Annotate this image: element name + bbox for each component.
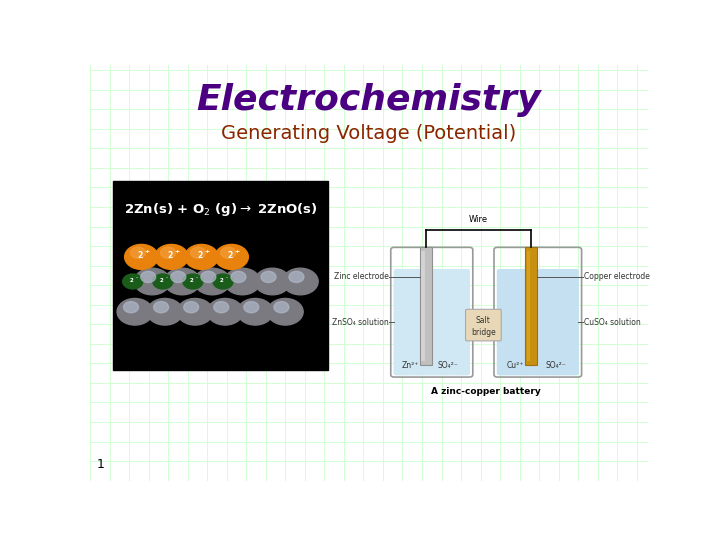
Circle shape: [185, 245, 218, 269]
Text: A zinc-copper battery: A zinc-copper battery: [431, 387, 541, 396]
Text: SO₄²⁻: SO₄²⁻: [545, 361, 566, 370]
Text: 2: 2: [137, 251, 143, 260]
Circle shape: [274, 302, 289, 313]
Bar: [527, 251, 530, 361]
Text: +: +: [144, 249, 150, 254]
Circle shape: [261, 271, 276, 282]
Circle shape: [255, 268, 290, 295]
Text: -: -: [226, 275, 228, 281]
Circle shape: [161, 247, 176, 258]
Bar: [525, 247, 537, 366]
Circle shape: [267, 299, 303, 325]
Text: Zn²⁺: Zn²⁺: [402, 361, 419, 370]
Circle shape: [125, 245, 158, 269]
Circle shape: [155, 245, 188, 269]
Circle shape: [171, 271, 186, 282]
Text: CuSO₄ solution: CuSO₄ solution: [584, 318, 641, 327]
Circle shape: [130, 247, 145, 258]
Text: 2: 2: [160, 278, 163, 283]
Text: -: -: [196, 275, 198, 281]
Circle shape: [140, 271, 156, 282]
Text: 2: 2: [167, 251, 172, 260]
FancyBboxPatch shape: [497, 269, 579, 375]
Bar: [421, 251, 425, 361]
Circle shape: [238, 299, 273, 325]
Circle shape: [289, 271, 304, 282]
Text: Zinc electrode: Zinc electrode: [333, 272, 389, 281]
Circle shape: [231, 271, 246, 282]
Circle shape: [124, 302, 138, 313]
Circle shape: [221, 247, 235, 258]
Circle shape: [153, 302, 168, 313]
Circle shape: [183, 274, 203, 289]
Text: Wire: Wire: [469, 215, 488, 224]
Circle shape: [201, 271, 216, 282]
Circle shape: [122, 274, 143, 289]
Circle shape: [282, 268, 318, 295]
Text: Copper electrode: Copper electrode: [584, 272, 649, 281]
Text: SO₄²⁻: SO₄²⁻: [438, 361, 459, 370]
Text: 2: 2: [190, 278, 194, 283]
Text: 2: 2: [228, 251, 233, 260]
Circle shape: [134, 268, 170, 295]
Circle shape: [184, 302, 199, 313]
FancyBboxPatch shape: [466, 309, 501, 341]
Circle shape: [207, 299, 243, 325]
Text: -: -: [135, 275, 138, 281]
Circle shape: [177, 299, 213, 325]
Circle shape: [147, 299, 183, 325]
Bar: [420, 247, 432, 366]
Text: Electrochemistry: Electrochemistry: [197, 83, 541, 117]
Circle shape: [117, 299, 153, 325]
Text: 2: 2: [197, 251, 202, 260]
Text: -: -: [166, 275, 168, 281]
Circle shape: [225, 268, 260, 295]
Circle shape: [164, 268, 200, 295]
Circle shape: [244, 302, 258, 313]
FancyBboxPatch shape: [394, 269, 470, 375]
Circle shape: [153, 274, 173, 289]
Text: 2Zn(s) + O$_2$ (g)$\rightarrow$ 2ZnO(s): 2Zn(s) + O$_2$ (g)$\rightarrow$ 2ZnO(s): [124, 201, 318, 218]
Text: 2: 2: [130, 278, 133, 283]
Text: +: +: [174, 249, 180, 254]
Text: bridge: bridge: [471, 328, 496, 337]
Text: +: +: [204, 249, 210, 254]
Circle shape: [194, 268, 230, 295]
Text: Salt: Salt: [476, 316, 491, 325]
Circle shape: [191, 247, 206, 258]
Text: Generating Voltage (Potential): Generating Voltage (Potential): [221, 124, 517, 143]
Text: 1: 1: [96, 458, 104, 471]
Circle shape: [214, 302, 229, 313]
Text: 2: 2: [220, 278, 224, 283]
Circle shape: [215, 245, 248, 269]
Text: ZnSO₄ solution: ZnSO₄ solution: [332, 318, 389, 327]
Circle shape: [213, 274, 233, 289]
Text: +: +: [235, 249, 240, 254]
Bar: [114, 181, 328, 370]
Text: Cu²⁺: Cu²⁺: [506, 361, 524, 370]
